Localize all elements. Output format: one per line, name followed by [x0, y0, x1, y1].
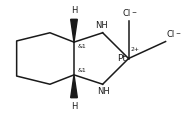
Polygon shape [71, 19, 77, 42]
Text: H: H [71, 102, 77, 111]
Text: &1: &1 [78, 44, 87, 49]
Text: 2+: 2+ [130, 47, 139, 52]
Text: NH: NH [97, 87, 110, 96]
Text: &1: &1 [77, 68, 86, 73]
Text: −: − [131, 9, 136, 14]
Text: NH: NH [95, 21, 108, 30]
Text: −: − [175, 31, 180, 36]
Text: H: H [71, 6, 77, 15]
Text: Cl: Cl [166, 30, 175, 39]
Text: Pt: Pt [117, 54, 126, 63]
Text: Cl: Cl [123, 9, 131, 18]
Polygon shape [71, 75, 77, 98]
